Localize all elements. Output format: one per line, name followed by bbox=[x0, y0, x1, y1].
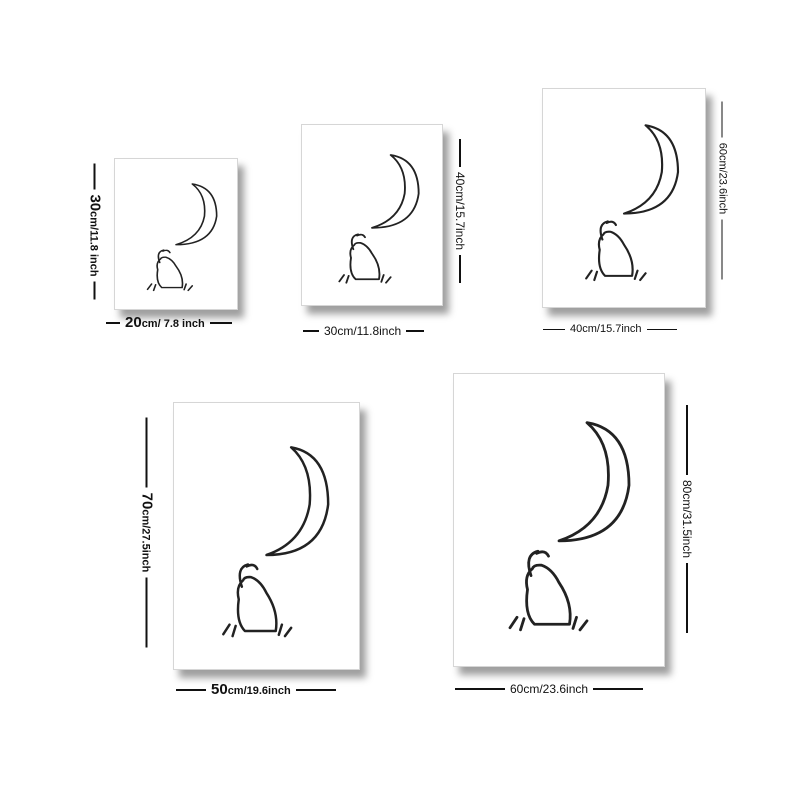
width-dimension-40: 40cm/15.7inch bbox=[543, 324, 677, 335]
poster-40x60 bbox=[542, 88, 706, 308]
moon-rabbit-illustration bbox=[146, 183, 218, 292]
width-dimension-20: 20cm/ 7.8 inch bbox=[106, 315, 232, 330]
width-dimension-50: 50cm/19.6inch bbox=[176, 682, 336, 697]
moon-rabbit-illustration bbox=[585, 124, 680, 282]
height-dimension-60: 60cm/23.6inch bbox=[717, 81, 729, 301]
width-dimension-30: 30cm/11.8inch bbox=[303, 325, 425, 337]
poster-20x30 bbox=[114, 158, 238, 310]
poster-50x70 bbox=[173, 402, 360, 670]
height-dimension-30: 30cm/11.8 inch bbox=[87, 157, 104, 307]
moon-rabbit-illustration bbox=[338, 154, 420, 284]
moon-rabbit-illustration bbox=[508, 421, 631, 632]
width-dimension-60: 60cm/23.6inch bbox=[455, 683, 644, 695]
height-dimension-70: 70cm/27.5inch bbox=[139, 398, 156, 668]
moon-rabbit-illustration bbox=[222, 446, 330, 638]
height-dimension-80: 80cm/31.5inch bbox=[680, 369, 694, 669]
poster-60x80 bbox=[453, 373, 665, 667]
height-dimension-40: 40cm/15.7inch bbox=[453, 121, 467, 301]
poster-30x40 bbox=[301, 124, 443, 306]
